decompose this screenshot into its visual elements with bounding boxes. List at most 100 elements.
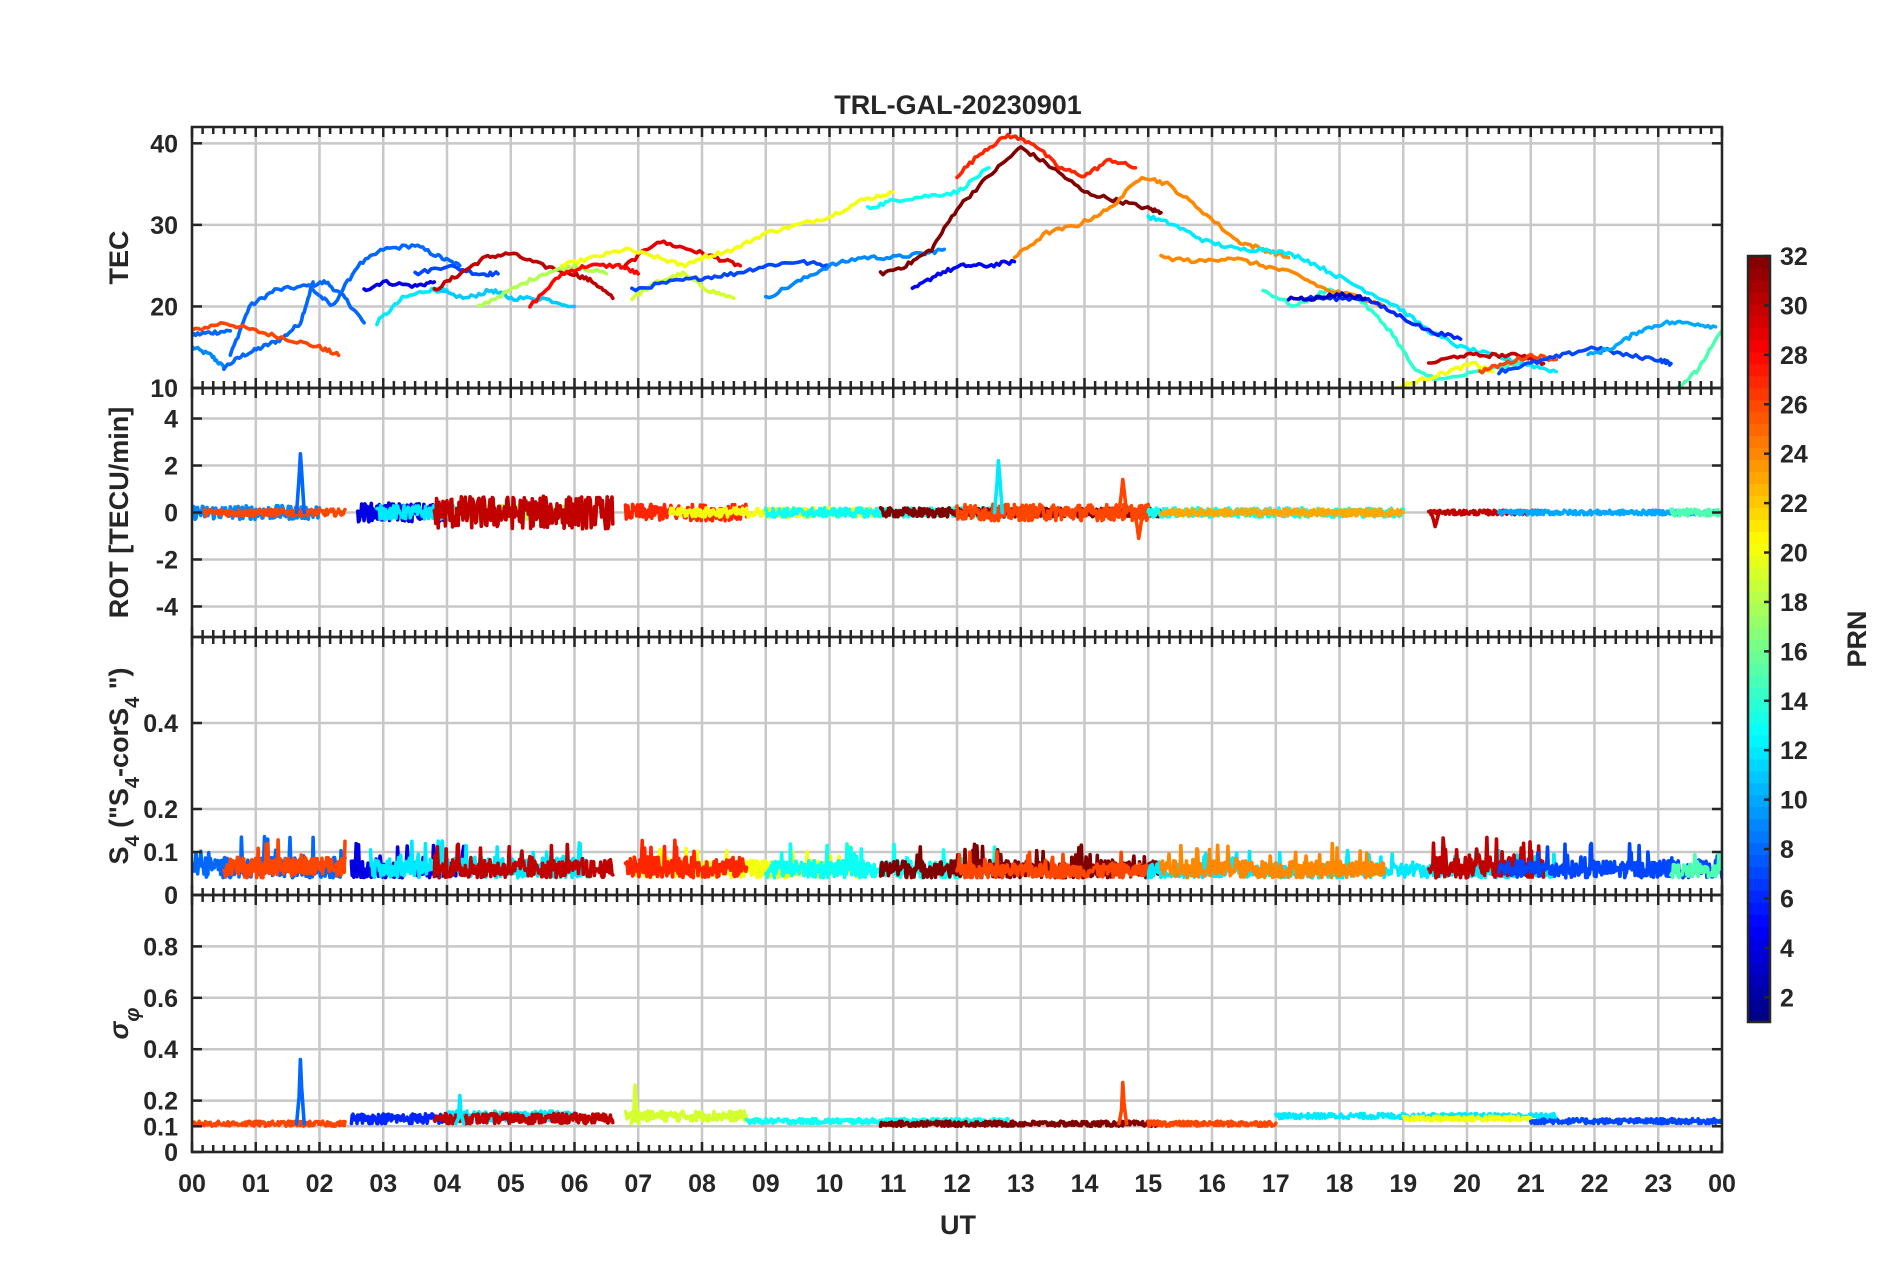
colorbar-swatch <box>1748 363 1770 377</box>
colorbar-swatch <box>1748 662 1770 676</box>
series-prn-32 <box>878 1119 1163 1129</box>
series-prn-20 <box>700 190 896 262</box>
colorbar-swatch <box>1748 639 1770 652</box>
colorbar-swatch <box>1748 627 1770 640</box>
colorbar-swatch <box>1748 543 1770 556</box>
x-tick-label: 06 <box>561 1170 589 1198</box>
x-tick-label: 21 <box>1517 1170 1545 1198</box>
series-prn-15 <box>1675 329 1722 388</box>
colorbar-swatch <box>1748 770 1770 784</box>
colorbar-swatch <box>1748 818 1770 832</box>
tec-data <box>192 132 1722 388</box>
colorbar-swatch <box>1748 567 1770 580</box>
colorbar-swatch <box>1748 806 1770 820</box>
y-axis-label-rot: ROT [TECU/min] <box>104 407 134 618</box>
panel-s4: 0 0.1 0.2 0.4S4 ("S4-corS4 ") <box>104 635 1724 910</box>
series-prn-8 <box>192 328 233 338</box>
sigma_phi-data <box>192 1057 1722 1129</box>
y-tick-label: 0.6 <box>143 985 178 1013</box>
colorbar-swatch <box>1748 986 1770 999</box>
series-prn-13 <box>865 166 991 211</box>
colorbar-tick-label: 12 <box>1780 737 1808 765</box>
series-prn-30 <box>432 842 615 880</box>
series-prn-9 <box>192 344 226 370</box>
y-tick-label: 0.1 <box>143 1113 178 1141</box>
colorbar-swatch <box>1748 423 1770 437</box>
panel-sigma_phi: 00.10.2 0.4 0.6 0.8 σφ <box>104 893 1724 1167</box>
x-tick-label: 18 <box>1326 1170 1354 1198</box>
x-tick-label: 10 <box>816 1170 844 1198</box>
spike-prn-19 <box>629 1083 641 1126</box>
series-prn-7 <box>630 258 832 293</box>
colorbar-swatch <box>1748 447 1770 461</box>
series-prn-7 <box>1497 841 1722 880</box>
x-tick-label: 16 <box>1198 1170 1226 1198</box>
s4-data <box>192 834 1722 880</box>
colorbar-swatch <box>1748 710 1770 724</box>
colorbar-tick-label: 20 <box>1780 540 1808 568</box>
x-tick-label: 05 <box>497 1170 525 1198</box>
spike-prn-12 <box>992 458 1005 515</box>
series-prn-8 <box>222 280 315 372</box>
x-tick-label: 13 <box>1007 1170 1035 1198</box>
x-tick-label: 08 <box>688 1170 716 1198</box>
series-prn-27 <box>623 838 749 880</box>
series-prn-15 <box>1669 850 1722 880</box>
colorbar-swatch <box>1748 674 1770 688</box>
colorbar-swatch <box>1748 339 1770 353</box>
series-prn-8 <box>228 279 366 358</box>
spike-prn-8 <box>294 1057 307 1126</box>
colorbar-tick-label: 14 <box>1780 688 1808 716</box>
y-tick-label: 0.2 <box>143 1088 178 1116</box>
x-tick-label: 14 <box>1071 1170 1099 1198</box>
colorbar-tick-label: 28 <box>1780 342 1808 370</box>
series-prn-5 <box>910 258 1017 291</box>
series-prn-26 <box>1146 1119 1278 1129</box>
series-prn-7 <box>1497 345 1673 376</box>
series-prn-12 <box>1146 214 1559 374</box>
colorbar-swatch <box>1748 291 1770 305</box>
colorbar-swatch <box>1748 615 1770 628</box>
colorbar-swatch <box>1748 890 1770 903</box>
colorbar-swatch <box>1748 830 1770 844</box>
series-prn-4 <box>362 278 437 293</box>
series-prn-26 <box>192 320 341 358</box>
y-tick-label: 0.8 <box>143 933 178 961</box>
x-axis-label: UT <box>940 1210 976 1240</box>
series-prn-28 <box>528 262 641 309</box>
series-prn-32 <box>878 145 1163 277</box>
colorbar-tick-label: 2 <box>1780 984 1794 1012</box>
colorbar-swatch <box>1748 495 1770 508</box>
colorbar-swatch <box>1748 603 1770 616</box>
colorbar-tick-label: 10 <box>1780 787 1808 815</box>
series-prn-23 <box>1159 507 1406 518</box>
series-prn-12 <box>375 286 449 327</box>
y-tick-label: 0.4 <box>143 1036 178 1064</box>
colorbar-swatch <box>1748 459 1770 473</box>
y-tick-label: 0 <box>164 500 178 528</box>
x-tick-label: 00 <box>178 1170 206 1198</box>
series-prn-26 <box>1478 352 1559 375</box>
colorbar-swatch <box>1748 327 1770 341</box>
colorbar-swatch <box>1748 579 1770 592</box>
y-tick-label: -4 <box>156 593 178 621</box>
series-prn-27 <box>955 132 1138 180</box>
spike-prn-26 <box>1117 477 1129 515</box>
colorbar-swatch <box>1748 962 1770 975</box>
x-tick-label: 17 <box>1262 1170 1290 1198</box>
colorbar-swatch <box>1748 722 1770 736</box>
colorbar-tick-label: 32 <box>1780 243 1808 271</box>
colorbar-swatch <box>1748 315 1770 329</box>
x-tick-label: 22 <box>1581 1170 1609 1198</box>
colorbar-frame <box>1746 254 1772 1024</box>
colorbar-swatch <box>1748 399 1770 413</box>
y-axis-label-s4: S4 ("S4-corS4 ") <box>104 667 144 864</box>
colorbar-swatch <box>1748 256 1770 269</box>
series-prn-26 <box>192 1119 347 1128</box>
colorbar-swatch <box>1748 531 1770 544</box>
series-prn-14 <box>1261 287 1520 382</box>
colorbar-swatch <box>1748 387 1770 401</box>
series-prn-19 <box>623 1109 749 1123</box>
